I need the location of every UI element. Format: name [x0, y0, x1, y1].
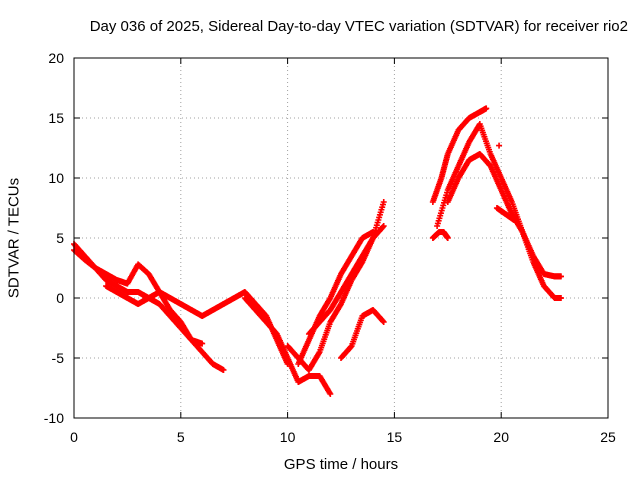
y-tick-label: 20 — [48, 50, 64, 66]
x-tick-label: 0 — [70, 429, 78, 445]
y-tick-label: -5 — [52, 350, 65, 366]
y-tick-label: 15 — [48, 110, 64, 126]
series-track-8 — [338, 307, 387, 361]
series-track-11 — [444, 151, 565, 280]
axis-ticks: -10 -5 0 5 10 15 20 0 5 10 15 20 25 — [44, 50, 616, 445]
x-tick-label: 10 — [280, 429, 296, 445]
data-point — [380, 199, 387, 205]
data-point — [483, 105, 490, 112]
y-tick-label: -10 — [44, 410, 64, 426]
data-point — [380, 319, 387, 325]
grid-lines — [74, 58, 608, 418]
data-point — [327, 391, 334, 397]
data-point — [444, 235, 451, 241]
x-axis-label: GPS time / hours — [283, 456, 399, 473]
y-tick-label: 0 — [56, 290, 64, 306]
x-tick-label: 5 — [177, 429, 185, 445]
series-track-7 — [295, 229, 377, 367]
data-point — [558, 295, 565, 301]
series-track-1 — [71, 241, 227, 373]
y-tick-label: 10 — [48, 170, 64, 186]
series-track-9 — [429, 105, 490, 205]
data-point — [511, 217, 518, 223]
y-tick-label: 5 — [56, 230, 64, 246]
x-tick-label: 15 — [387, 429, 403, 445]
series-track-6 — [305, 223, 387, 337]
data-points — [71, 105, 565, 397]
data-point — [370, 229, 377, 235]
series-track-2 — [71, 247, 206, 347]
data-point — [220, 367, 227, 373]
series-track-14 — [496, 142, 503, 149]
series-track-4 — [241, 295, 334, 397]
data-point — [496, 142, 503, 149]
series-track-13 — [493, 205, 518, 223]
data-point — [380, 223, 387, 229]
x-tick-label: 20 — [493, 429, 509, 445]
series-track-3 — [103, 283, 291, 367]
data-point — [199, 340, 206, 347]
chart-title: Day 036 of 2025, Sidereal Day-to-day VTE… — [89, 18, 628, 35]
series-track-12 — [429, 229, 451, 241]
data-point — [558, 273, 565, 280]
x-tick-label: 25 — [600, 429, 616, 445]
